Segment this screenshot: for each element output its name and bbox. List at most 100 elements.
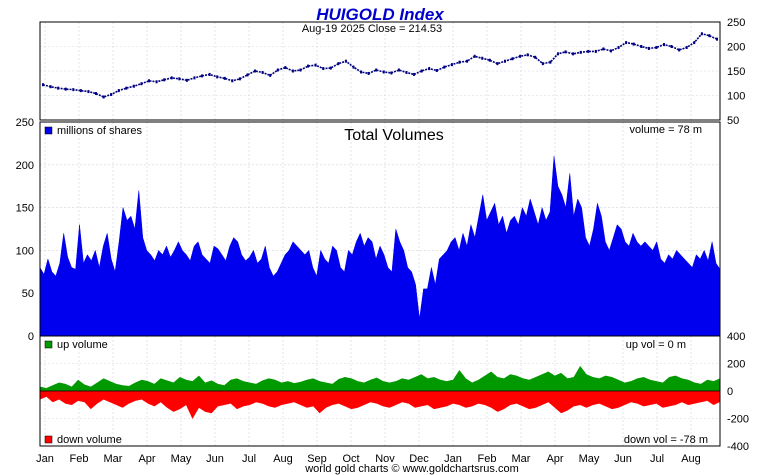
down-legend-label: down volume: [57, 434, 122, 446]
price-point: [564, 50, 567, 54]
updown-panel-frame: [39, 335, 721, 447]
price-point: [526, 53, 529, 57]
chart-title: HUIGOLD Index: [316, 5, 445, 24]
price-point: [246, 73, 249, 77]
x-tick-label: Jun: [614, 453, 632, 465]
price-point: [556, 52, 559, 56]
volume-tick-label: 50: [22, 288, 34, 300]
price-point: [148, 79, 151, 83]
price-point: [291, 69, 294, 73]
price-point: [193, 76, 196, 80]
volume-tick-label: 100: [16, 245, 34, 257]
price-point: [238, 77, 241, 81]
x-tick-label: Jul: [650, 453, 664, 465]
down-readout: down vol = -78 m: [624, 434, 708, 446]
up-legend-label: up volume: [57, 339, 108, 351]
price-point: [360, 70, 363, 74]
price-point: [466, 59, 469, 63]
price-point: [276, 68, 279, 72]
price-point: [140, 82, 143, 86]
price-point: [254, 69, 257, 73]
updown-tick-label: -400: [727, 441, 749, 453]
price-point: [655, 45, 658, 49]
volume-legend-label: millions of shares: [57, 125, 142, 137]
x-tick-label: Sep: [307, 453, 327, 465]
price-point: [64, 87, 67, 91]
price-point: [185, 78, 188, 82]
x-tick-label: Oct: [342, 453, 359, 465]
price-point: [617, 45, 620, 49]
price-point: [693, 41, 696, 45]
price-point: [42, 83, 44, 87]
price-point: [458, 60, 461, 64]
volume-tick-label: 200: [16, 160, 34, 172]
up-legend-swatch: [44, 340, 53, 349]
price-point: [269, 73, 272, 77]
volume-tick-label: 150: [16, 203, 34, 215]
price-point: [261, 70, 264, 74]
price-point: [572, 52, 575, 56]
price-point: [284, 66, 287, 70]
price-point: [132, 84, 135, 88]
price-point: [450, 63, 453, 67]
price-point: [700, 32, 703, 36]
price-point: [307, 64, 310, 68]
price-line: [42, 32, 718, 98]
price-point: [216, 75, 219, 79]
price-tick-label: 50: [727, 115, 739, 127]
volume-tick-label: 250: [16, 117, 34, 129]
x-tick-label: Apr: [138, 453, 155, 465]
price-tick-label: 250: [727, 17, 745, 29]
price-point: [670, 45, 673, 48]
price-point: [375, 68, 378, 72]
price-point: [223, 76, 226, 80]
up-volume-area: [39, 365, 721, 392]
price-point: [716, 37, 718, 41]
volume-legend-swatch: [44, 126, 53, 135]
price-point: [481, 56, 484, 60]
x-tick-label: Aug: [681, 453, 701, 465]
volume-readout: volume = 78 m: [630, 124, 702, 136]
footer-credit: world gold charts © www.goldchartsrus.co…: [304, 463, 519, 475]
price-point: [95, 92, 98, 96]
price-point: [625, 41, 628, 45]
price-point: [420, 69, 423, 73]
price-point: [155, 80, 158, 84]
x-tick-label: Feb: [478, 453, 497, 465]
price-point: [428, 67, 431, 71]
price-point: [163, 78, 166, 82]
updown-series: [39, 365, 721, 420]
price-point: [125, 86, 128, 90]
price-point: [678, 48, 681, 52]
price-point: [594, 49, 597, 53]
price-point: [322, 67, 325, 71]
volume-title: Total Volumes: [344, 127, 444, 144]
price-series: [42, 32, 718, 99]
volume-tick-label: 0: [28, 331, 34, 343]
x-tick-label: Feb: [70, 453, 89, 465]
price-point: [587, 49, 590, 53]
price-point: [647, 46, 650, 50]
price-point: [72, 88, 75, 92]
price-point: [443, 65, 446, 69]
price-point: [503, 59, 506, 63]
price-point: [170, 76, 173, 80]
price-point: [397, 68, 400, 72]
price-point: [337, 62, 340, 66]
x-tick-label: May: [579, 453, 600, 465]
x-tick-label: Dec: [409, 453, 429, 465]
x-tick-label: Jul: [242, 453, 256, 465]
price-point: [87, 90, 90, 94]
price-point: [609, 49, 612, 53]
up-readout: up vol = 0 m: [626, 339, 686, 351]
price-tick-label: 100: [727, 91, 745, 103]
updown-tick-label: 200: [727, 359, 745, 371]
price-point: [208, 72, 211, 76]
down-volume-area: [39, 390, 721, 420]
price-point: [435, 69, 438, 73]
price-point: [352, 65, 355, 69]
price-point: [390, 71, 393, 75]
price-point: [231, 79, 234, 83]
x-tick-label: Nov: [375, 453, 395, 465]
